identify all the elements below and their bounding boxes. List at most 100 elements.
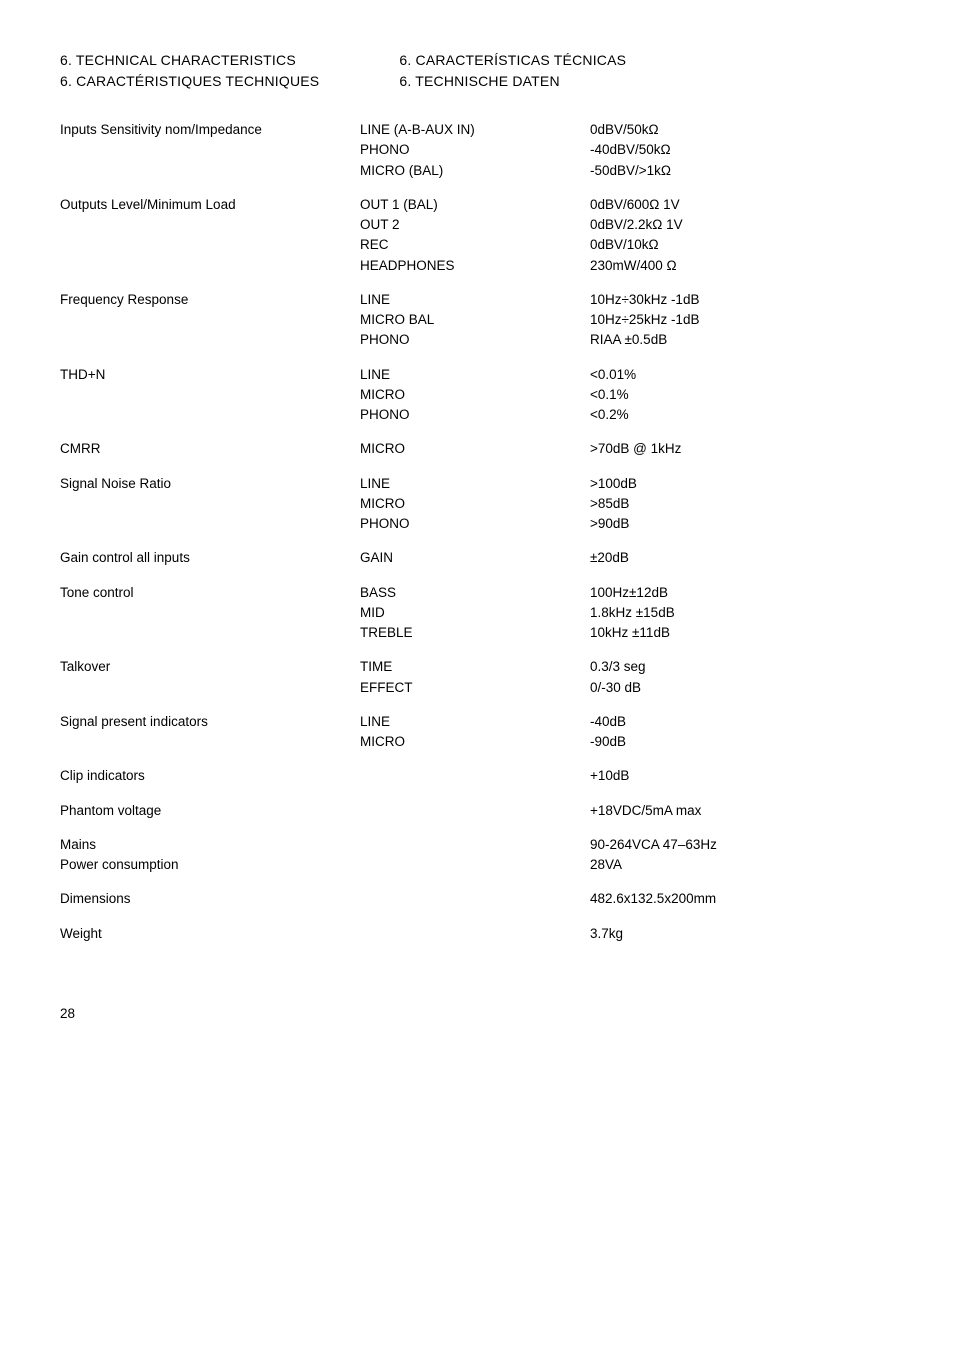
spec-label: Inputs Sensitivity nom/Impedance — [60, 120, 360, 140]
spec-label: Clip indicators — [60, 766, 360, 786]
spec-row: Frequency ResponseLINEMICRO BALPHONO10Hz… — [60, 290, 894, 351]
spec-mid-line: MICRO — [360, 385, 590, 405]
spec-value-line: 0dBV/600Ω 1V — [590, 195, 894, 215]
spec-label: Signal Noise Ratio — [60, 474, 360, 494]
spec-value-line: 1.8kHz ±15dB — [590, 603, 894, 623]
spec-value-line: 0dBV/50kΩ — [590, 120, 894, 140]
spec-label: Gain control all inputs — [60, 548, 360, 568]
spec-mid: LINEMICRO — [360, 712, 590, 753]
spec-value-line: +18VDC/5mA max — [590, 801, 894, 821]
spec-value: -40dB-90dB — [590, 712, 894, 753]
spec-mid-line: REC — [360, 235, 590, 255]
spec-mid — [360, 924, 590, 944]
spec-mid-line: OUT 1 (BAL) — [360, 195, 590, 215]
spec-mid-line — [360, 766, 590, 786]
spec-mid-line: LINE — [360, 712, 590, 732]
spec-value-line: -40dBV/50kΩ — [590, 140, 894, 160]
spec-mid-line: TIME — [360, 657, 590, 677]
spec-value-line: 10Hz÷25kHz -1dB — [590, 310, 894, 330]
spec-mid-line: BASS — [360, 583, 590, 603]
spec-row: Signal present indicatorsLINEMICRO-40dB-… — [60, 712, 894, 753]
spec-mid-line — [360, 801, 590, 821]
spec-mid: GAIN — [360, 548, 590, 568]
spec-value-line: >100dB — [590, 474, 894, 494]
spec-mid-line: PHONO — [360, 405, 590, 425]
spec-mid-line: EFFECT — [360, 678, 590, 698]
spec-mid: LINEMICRO BALPHONO — [360, 290, 590, 351]
spec-value-line: <0.2% — [590, 405, 894, 425]
spec-row: MainsPower consumption90-264VCA 47–63Hz2… — [60, 835, 894, 876]
spec-row: Outputs Level/Minimum LoadOUT 1 (BAL)OUT… — [60, 195, 894, 276]
spec-value-line: 230mW/400 Ω — [590, 256, 894, 276]
spec-mid-line: LINE (A-B-AUX IN) — [360, 120, 590, 140]
spec-mid-line: MICRO — [360, 439, 590, 459]
spec-label: Outputs Level/Minimum Load — [60, 195, 360, 215]
spec-mid-line: MICRO BAL — [360, 310, 590, 330]
spec-label: CMRR — [60, 439, 360, 459]
heading-right-b: 6. TECHNISCHE DATEN — [399, 71, 626, 92]
spec-value-line: 3.7kg — [590, 924, 894, 944]
spec-mid-line: GAIN — [360, 548, 590, 568]
spec-value-line: -90dB — [590, 732, 894, 752]
spec-mid: LINE (A-B-AUX IN)PHONOMICRO (BAL) — [360, 120, 590, 181]
spec-value: +10dB — [590, 766, 894, 786]
spec-label: THD+N — [60, 365, 360, 385]
spec-value-line: 10kHz ±11dB — [590, 623, 894, 643]
spec-row: Tone controlBASSMIDTREBLE100Hz±12dB1.8kH… — [60, 583, 894, 644]
spec-value: +18VDC/5mA max — [590, 801, 894, 821]
spec-value: <0.01%<0.1%<0.2% — [590, 365, 894, 426]
spec-mid: LINEMICROPHONO — [360, 365, 590, 426]
spec-value-line: <0.1% — [590, 385, 894, 405]
spec-mid — [360, 766, 590, 786]
spec-value: 0dBV/600Ω 1V0dBV/2.2kΩ 1V0dBV/10kΩ230mW/… — [590, 195, 894, 276]
spec-mid-line: LINE — [360, 365, 590, 385]
heading-left-b: 6. CARACTÉRISTIQUES TECHNIQUES — [60, 71, 319, 92]
spec-mid-line: OUT 2 — [360, 215, 590, 235]
spec-mid — [360, 889, 590, 909]
spec-value-line: 0dBV/10kΩ — [590, 235, 894, 255]
spec-value: 100Hz±12dB1.8kHz ±15dB10kHz ±11dB — [590, 583, 894, 644]
spec-label: Talkover — [60, 657, 360, 677]
spec-value-line: >90dB — [590, 514, 894, 534]
spec-row: CMRRMICRO>70dB @ 1kHz — [60, 439, 894, 459]
spec-mid-line: PHONO — [360, 514, 590, 534]
spec-mid: BASSMIDTREBLE — [360, 583, 590, 644]
spec-mid — [360, 835, 590, 855]
heading-right-a: 6. CARACTERÍSTICAS TÉCNICAS — [399, 50, 626, 71]
spec-mid-line: MICRO — [360, 494, 590, 514]
spec-value: 90-264VCA 47–63Hz28VA — [590, 835, 894, 876]
spec-value: 482.6x132.5x200mm — [590, 889, 894, 909]
spec-value-line: 0/-30 dB — [590, 678, 894, 698]
spec-value-line: RIAA ±0.5dB — [590, 330, 894, 350]
specs-table: Inputs Sensitivity nom/ImpedanceLINE (A-… — [60, 120, 894, 944]
spec-value-line: >70dB @ 1kHz — [590, 439, 894, 459]
spec-value-line: -50dBV/>1kΩ — [590, 161, 894, 181]
spec-value: 0.3/3 seg0/-30 dB — [590, 657, 894, 698]
spec-mid-line: TREBLE — [360, 623, 590, 643]
spec-value: 10Hz÷30kHz -1dB10Hz÷25kHz -1dBRIAA ±0.5d… — [590, 290, 894, 351]
heading-left-col: 6. TECHNICAL CHARACTERISTICS 6. CARACTÉR… — [60, 50, 319, 92]
spec-mid: LINEMICROPHONO — [360, 474, 590, 535]
spec-label: Dimensions — [60, 889, 360, 909]
spec-value: 0dBV/50kΩ-40dBV/50kΩ-50dBV/>1kΩ — [590, 120, 894, 181]
spec-mid-line: HEADPHONES — [360, 256, 590, 276]
spec-label: Weight — [60, 924, 360, 944]
spec-mid-line: LINE — [360, 474, 590, 494]
heading-right-col: 6. CARACTERÍSTICAS TÉCNICAS 6. TECHNISCH… — [399, 50, 626, 92]
spec-value-line: +10dB — [590, 766, 894, 786]
section-headings: 6. TECHNICAL CHARACTERISTICS 6. CARACTÉR… — [60, 50, 894, 92]
spec-value-line: >85dB — [590, 494, 894, 514]
spec-label: Tone control — [60, 583, 360, 603]
spec-mid-line — [360, 889, 590, 909]
spec-value: >70dB @ 1kHz — [590, 439, 894, 459]
spec-mid-line: MICRO — [360, 732, 590, 752]
spec-value: 3.7kg — [590, 924, 894, 944]
spec-mid-line — [360, 924, 590, 944]
spec-value-line: 100Hz±12dB — [590, 583, 894, 603]
spec-mid — [360, 801, 590, 821]
spec-mid-line: PHONO — [360, 330, 590, 350]
spec-mid-line: LINE — [360, 290, 590, 310]
spec-value: >100dB>85dB>90dB — [590, 474, 894, 535]
spec-row: Weight 3.7kg — [60, 924, 894, 944]
heading-left-a: 6. TECHNICAL CHARACTERISTICS — [60, 50, 319, 71]
